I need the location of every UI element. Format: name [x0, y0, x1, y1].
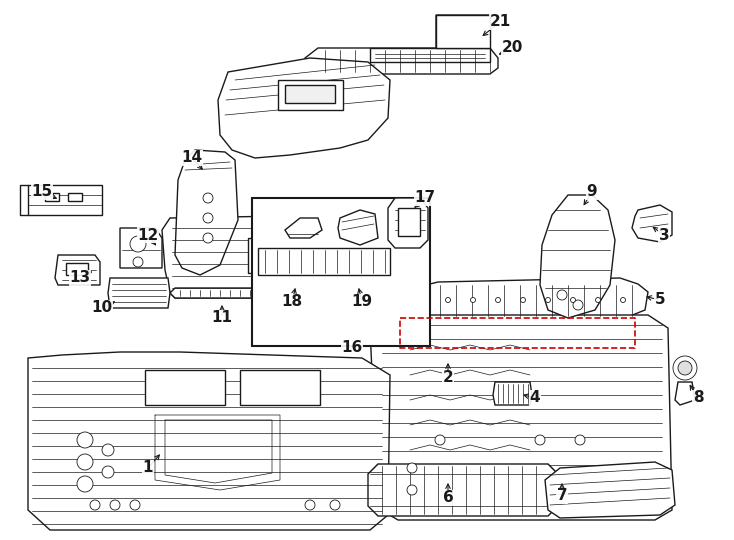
Polygon shape	[632, 205, 672, 242]
Polygon shape	[338, 210, 378, 245]
Polygon shape	[28, 185, 102, 215]
Text: 3: 3	[658, 227, 669, 242]
Circle shape	[130, 500, 140, 510]
Polygon shape	[370, 315, 672, 520]
Circle shape	[133, 257, 143, 267]
Circle shape	[535, 435, 545, 445]
Circle shape	[203, 213, 213, 223]
Polygon shape	[545, 462, 675, 518]
Circle shape	[77, 454, 93, 470]
Text: 11: 11	[211, 310, 233, 326]
Text: 18: 18	[281, 294, 302, 309]
Text: 12: 12	[137, 227, 159, 242]
Circle shape	[77, 476, 93, 492]
Polygon shape	[28, 352, 390, 530]
Bar	[398, 208, 420, 236]
Bar	[45, 193, 59, 201]
Text: 7: 7	[556, 489, 567, 503]
Circle shape	[102, 466, 114, 478]
Circle shape	[620, 298, 625, 302]
Polygon shape	[388, 198, 428, 248]
Text: 1: 1	[142, 461, 153, 476]
Circle shape	[130, 236, 146, 252]
Polygon shape	[493, 382, 532, 405]
Text: 21: 21	[490, 15, 511, 30]
Circle shape	[575, 435, 585, 445]
Text: 20: 20	[501, 40, 523, 56]
Polygon shape	[436, 15, 490, 48]
Polygon shape	[170, 288, 345, 298]
Polygon shape	[305, 48, 498, 74]
Polygon shape	[540, 195, 615, 318]
Text: 6: 6	[443, 490, 454, 505]
Circle shape	[259, 249, 271, 261]
Text: 4: 4	[530, 390, 540, 406]
Circle shape	[203, 233, 213, 243]
Polygon shape	[368, 464, 558, 516]
Circle shape	[570, 298, 575, 302]
Polygon shape	[436, 15, 490, 52]
Circle shape	[203, 193, 213, 203]
Circle shape	[259, 262, 271, 274]
Polygon shape	[162, 215, 360, 298]
Text: 17: 17	[415, 191, 435, 206]
Text: 5: 5	[655, 293, 665, 307]
Circle shape	[407, 463, 417, 473]
Polygon shape	[175, 150, 238, 275]
Bar	[248, 238, 283, 273]
Circle shape	[520, 298, 526, 302]
Polygon shape	[258, 248, 390, 275]
Text: 15: 15	[32, 185, 53, 199]
Circle shape	[90, 500, 100, 510]
Polygon shape	[420, 278, 648, 320]
Text: 13: 13	[70, 271, 90, 286]
Bar	[68, 193, 82, 201]
Circle shape	[678, 361, 692, 375]
Bar	[278, 80, 343, 110]
Circle shape	[259, 234, 271, 246]
Circle shape	[446, 298, 451, 302]
Polygon shape	[675, 382, 695, 405]
Circle shape	[573, 300, 583, 310]
Polygon shape	[218, 58, 390, 158]
Polygon shape	[370, 48, 490, 62]
Text: 10: 10	[92, 300, 112, 315]
Text: 19: 19	[352, 294, 373, 309]
Circle shape	[102, 444, 114, 456]
Circle shape	[330, 500, 340, 510]
Bar	[252, 198, 430, 346]
Polygon shape	[120, 228, 162, 268]
Text: 2: 2	[443, 370, 454, 386]
Text: 14: 14	[181, 151, 203, 165]
Text: 9: 9	[586, 185, 597, 199]
Circle shape	[595, 298, 600, 302]
Circle shape	[77, 432, 93, 448]
Circle shape	[470, 298, 476, 302]
Bar	[66, 263, 88, 275]
Text: 16: 16	[341, 341, 363, 355]
Circle shape	[435, 435, 445, 445]
Circle shape	[673, 356, 697, 380]
Bar	[285, 85, 335, 103]
Bar	[145, 370, 225, 405]
Polygon shape	[285, 218, 322, 238]
Text: 8: 8	[693, 390, 703, 406]
Circle shape	[305, 500, 315, 510]
Polygon shape	[55, 255, 100, 285]
Circle shape	[545, 298, 550, 302]
Circle shape	[110, 500, 120, 510]
Circle shape	[407, 485, 417, 495]
Circle shape	[557, 290, 567, 300]
Circle shape	[495, 298, 501, 302]
Polygon shape	[108, 278, 170, 308]
Bar	[240, 370, 320, 405]
